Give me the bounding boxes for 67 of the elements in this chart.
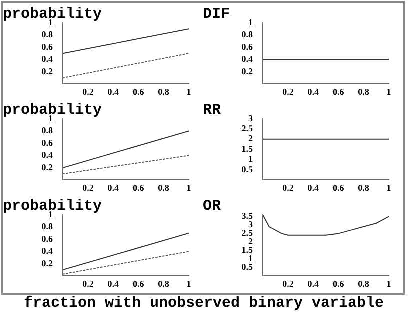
y-tick-label: 0.4 (42, 246, 54, 256)
x-tick-label: 0.2 (282, 86, 294, 97)
x-tick-label: 0.4 (308, 86, 320, 97)
x-tick-label: 0.6 (132, 86, 145, 97)
chart-title: OR (203, 198, 222, 215)
y-tick-label: 1 (248, 254, 254, 264)
x-tick-label: 0.8 (358, 182, 370, 193)
x-tick-label: 0.6 (332, 278, 345, 289)
y-tick-label: 2 (248, 134, 254, 144)
x-tick-label: 0.4 (108, 278, 120, 289)
y-tick-label: 2.5 (242, 124, 254, 134)
text: fraction with unobserved binary variable (22, 295, 386, 312)
y-tick-label: 0.5 (242, 262, 254, 272)
x-tick-label: 0.4 (108, 182, 120, 193)
x-tick-label: 0.4 (308, 182, 320, 193)
y-tick-label: 1 (248, 154, 254, 164)
y-tick-label: 0.2 (242, 66, 254, 76)
y-tick-label: 1 (48, 209, 54, 220)
x-tick-label: 0.6 (132, 278, 145, 289)
y-tick-label: 0.8 (42, 30, 54, 40)
y-tick-label: 2.5 (242, 228, 254, 238)
x-tick-label: 0.2 (82, 278, 94, 289)
y-tick-label: 0.2 (42, 258, 54, 268)
y-tick-label: 0.2 (42, 66, 54, 76)
y-tick-label: 3.5 (242, 211, 254, 222)
x-tick-label: 1 (186, 278, 192, 289)
x-tick-label: 1 (186, 182, 192, 193)
x-tick-label: 0.2 (282, 278, 294, 289)
y-tick-label: 3 (248, 113, 254, 124)
x-tick-label: 0.6 (332, 86, 345, 97)
x-tick-label: 0.4 (308, 278, 320, 289)
x-tick-label: 1 (386, 182, 392, 193)
x-tick-label: 0.6 (132, 182, 145, 193)
chart-title: DIF (203, 6, 230, 23)
y-tick-label: 0.6 (42, 138, 54, 148)
x-tick-label: 0.8 (358, 278, 370, 289)
y-tick-label: 0.8 (42, 126, 54, 136)
y-tick-label: 1.5 (242, 144, 254, 154)
y-tick-label: 0.5 (242, 164, 254, 174)
x-tick-label: 1 (386, 278, 392, 289)
y-tick-label: 0.4 (42, 150, 54, 160)
x-tick-label: 0.4 (108, 86, 120, 97)
y-tick-label: 1 (48, 17, 54, 28)
x-tick-label: 0.2 (82, 182, 94, 193)
x-tick-label: 0.2 (282, 182, 294, 193)
y-tick-label: 0.8 (242, 30, 254, 40)
x-tick-label: 0.8 (358, 86, 370, 97)
y-tick-label: 1 (48, 113, 54, 124)
y-tick-label: 1 (248, 17, 254, 28)
y-tick-label: 2 (248, 236, 254, 247)
y-tick-label: 0.2 (42, 162, 54, 172)
x-tick-label: 1 (386, 86, 392, 97)
y-tick-label: 0.6 (42, 234, 54, 244)
y-tick-label: 1.5 (242, 245, 254, 256)
x-tick-label: 0.2 (82, 86, 94, 97)
y-tick-label: 3 (248, 220, 254, 230)
y-tick-label: 0.6 (42, 42, 54, 52)
x-tick-label: 0.8 (158, 278, 170, 289)
y-tick-label: 0.4 (242, 54, 254, 64)
y-tick-label: 0.8 (42, 222, 54, 232)
x-tick-label: 1 (186, 86, 192, 97)
y-tick-label: 0.6 (242, 42, 254, 52)
chart-title: RR (203, 102, 222, 119)
x-tick-label: 0.6 (332, 182, 345, 193)
x-tick-label: 0.8 (158, 86, 170, 97)
x-tick-label: 0.8 (158, 182, 170, 193)
y-tick-label: 0.4 (42, 54, 54, 64)
